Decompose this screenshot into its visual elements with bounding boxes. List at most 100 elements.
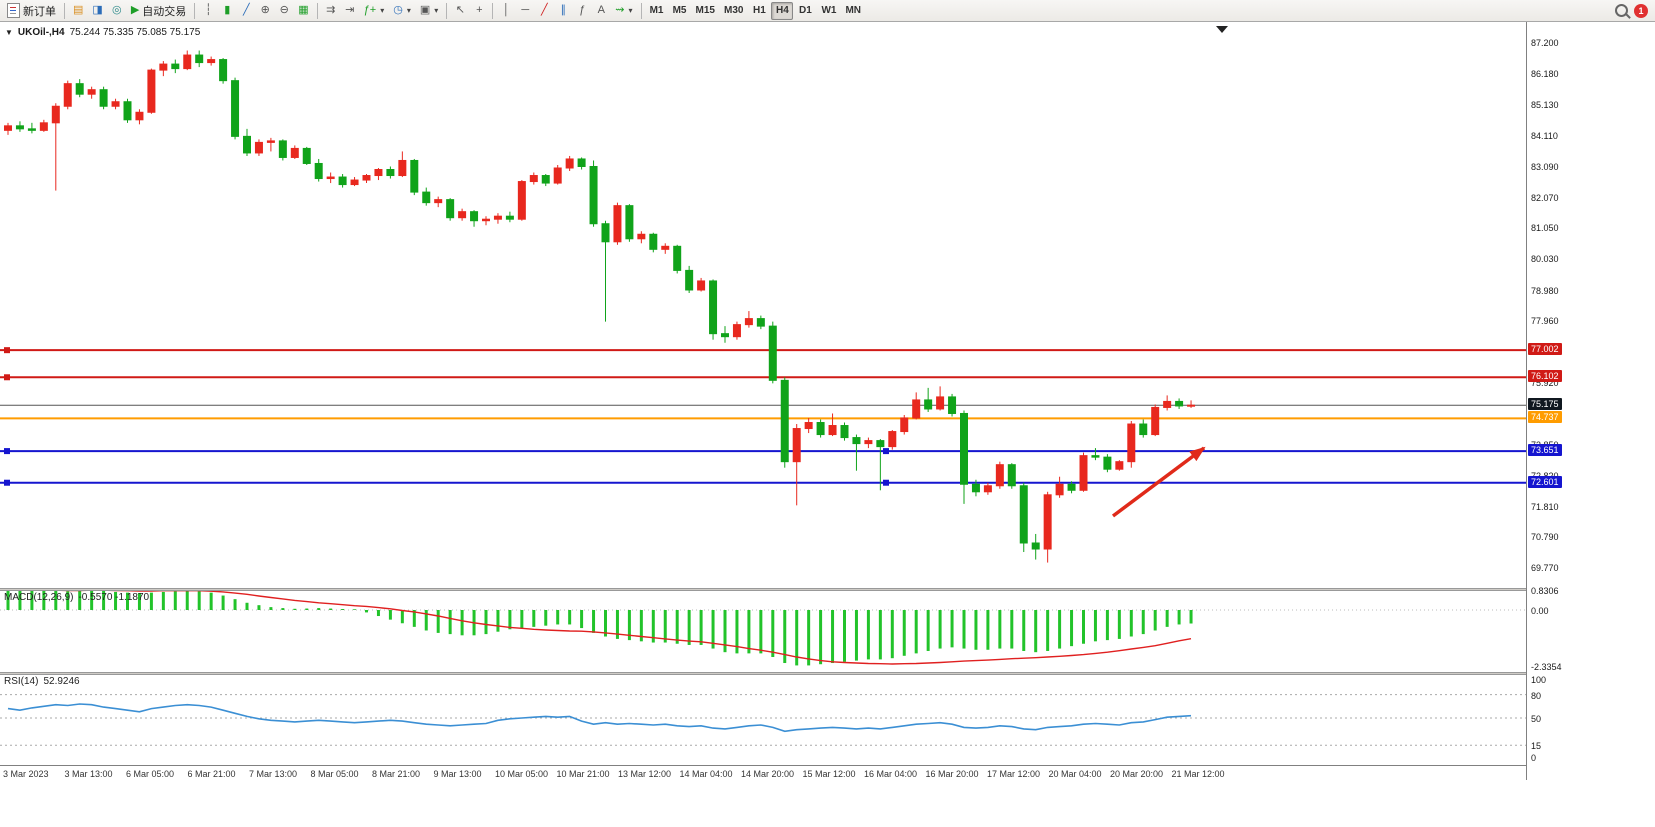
candle: [27, 122, 36, 134]
timeframe-m30-button[interactable]: M30: [720, 2, 747, 20]
timeframe-m5-button[interactable]: M5: [669, 2, 691, 20]
line-handle-center[interactable]: [883, 448, 889, 455]
panel-splitter[interactable]: [0, 588, 1655, 591]
candle-body: [1055, 483, 1064, 496]
search-icon[interactable]: [1615, 4, 1628, 17]
candle: [1067, 481, 1076, 494]
candle-body: [195, 54, 204, 64]
arrows-tool-button[interactable]: ⇝ ▾: [611, 2, 636, 20]
profiles-button[interactable]: ▤: [69, 2, 87, 20]
candle: [446, 198, 455, 221]
line-chart-button[interactable]: ╱: [237, 2, 255, 20]
line-handle-left[interactable]: [4, 374, 10, 381]
timeframe-mn-button[interactable]: MN: [841, 2, 865, 20]
timeframe-m15-button[interactable]: M15: [692, 2, 719, 20]
templates-button[interactable]: ▣ ▾: [416, 2, 442, 20]
candle: [589, 160, 598, 227]
timeframe-h4-button[interactable]: H4: [771, 1, 794, 20]
price-tag-72.601: 72.601: [1528, 475, 1562, 488]
templates-icon: ▣: [419, 4, 431, 16]
macd-panel[interactable]: MACD(12,26,9) -0.5570 -1.1870: [0, 591, 1526, 672]
price-scale-label: 82.070: [1531, 192, 1559, 203]
candle: [1091, 448, 1100, 461]
crosshair-icon: +: [476, 4, 483, 16]
panel-splitter[interactable]: [0, 672, 1655, 675]
candle: [565, 155, 574, 172]
zoom-in-button[interactable]: ⊕: [256, 2, 274, 20]
time-axis-label: 10 Mar 21:00: [556, 769, 610, 779]
candle: [995, 461, 1004, 489]
candle: [876, 439, 885, 491]
zoom-out-button[interactable]: ⊖: [275, 2, 293, 20]
fibonacci-tool-button[interactable]: ƒ: [573, 2, 591, 20]
cursor-tool-button[interactable]: ↖: [451, 2, 469, 20]
rsi-panel[interactable]: RSI(14) 52.9246: [0, 675, 1526, 765]
candle-body: [924, 399, 933, 410]
candle-body: [721, 333, 729, 338]
toolbar-separator: [64, 2, 65, 19]
indicators-button[interactable]: ƒ+ ▾: [360, 2, 389, 20]
crosshair-tool-button[interactable]: +: [470, 2, 488, 20]
main-chart-panel[interactable]: ▼ UKOil-,H4 75.244 75.335 75.085 75.175: [0, 22, 1526, 588]
notifications-badge[interactable]: 1: [1634, 3, 1648, 18]
chart-shift-marker[interactable]: [1216, 26, 1228, 33]
timeframe-w1-button[interactable]: W1: [817, 2, 840, 20]
bar-chart-button[interactable]: ┆: [199, 2, 217, 20]
trendline-tool-button[interactable]: ╱: [535, 2, 553, 20]
autotrade-button[interactable]: ▶ 自动交易: [127, 2, 190, 20]
line-handle-center[interactable]: [883, 479, 889, 486]
navigator-button[interactable]: ◎: [108, 2, 126, 20]
channel-tool-button[interactable]: ∥: [554, 2, 572, 20]
candle-body: [983, 485, 992, 493]
time-axis-label: 21 Mar 12:00: [1171, 769, 1225, 779]
candle: [1115, 460, 1124, 471]
vline-tool-button[interactable]: │: [497, 2, 515, 20]
candle: [1163, 395, 1172, 411]
candle-body: [326, 176, 335, 180]
price-scale-label: 70.790: [1531, 532, 1559, 543]
candle-chart-button[interactable]: ▮: [218, 2, 236, 20]
timeframe-m1-button[interactable]: M1: [646, 2, 668, 20]
timeframe-d1-button[interactable]: D1: [794, 2, 816, 20]
hline-tool-button[interactable]: ─: [516, 2, 534, 20]
candle: [183, 50, 192, 71]
market-watch-button[interactable]: ◨: [88, 2, 106, 20]
candle: [99, 86, 108, 110]
chart-shift-icon: ⇥: [345, 4, 355, 16]
candle-body: [971, 483, 980, 493]
rsi-scale-label: 0: [1531, 753, 1537, 763]
candle-body: [852, 437, 861, 445]
candlestick-chart[interactable]: [0, 22, 1526, 588]
line-handle-left[interactable]: [4, 448, 10, 455]
rsi-chart: [0, 694, 1526, 746]
candle: [852, 434, 861, 471]
rsi-scale-label: 100: [1531, 675, 1547, 685]
candle: [1139, 419, 1148, 438]
periods-button[interactable]: ◷ ▾: [389, 2, 415, 20]
new-order-button[interactable]: 新订单: [3, 2, 60, 20]
line-handle-left[interactable]: [4, 479, 10, 486]
candle-body: [63, 83, 72, 107]
timeframe-h1-button[interactable]: H1: [748, 2, 770, 20]
time-axis-label: 8 Mar 21:00: [372, 769, 421, 779]
tile-windows-button[interactable]: ▦: [294, 2, 312, 20]
price-scale[interactable]: 87.200 86.180 85.130 84.110 83.090 82.070 81.0…: [1526, 22, 1655, 780]
candle-body: [685, 269, 694, 291]
candle: [254, 139, 263, 156]
candle: [577, 157, 586, 170]
candle-body: [553, 167, 562, 184]
candle-body: [840, 425, 849, 439]
chart-marker-icon[interactable]: ▼: [5, 28, 13, 37]
candle-body: [135, 111, 144, 121]
candle: [697, 277, 706, 292]
candle-body: [422, 191, 431, 204]
vertical-line-icon: │: [502, 4, 510, 16]
chart-shift-button[interactable]: ⇥: [341, 2, 359, 20]
time-axis[interactable]: 3 Mar 2023 3 Mar 13:00 6 Mar 05:00 6 Mar 21…: [0, 765, 1526, 781]
trend-arrow-annotation[interactable]: [1111, 446, 1206, 518]
candle: [517, 180, 526, 221]
auto-scroll-button[interactable]: ⇉: [322, 2, 340, 20]
candle: [123, 98, 132, 123]
line-handle-left[interactable]: [4, 347, 10, 354]
text-tool-button[interactable]: A: [592, 2, 610, 20]
